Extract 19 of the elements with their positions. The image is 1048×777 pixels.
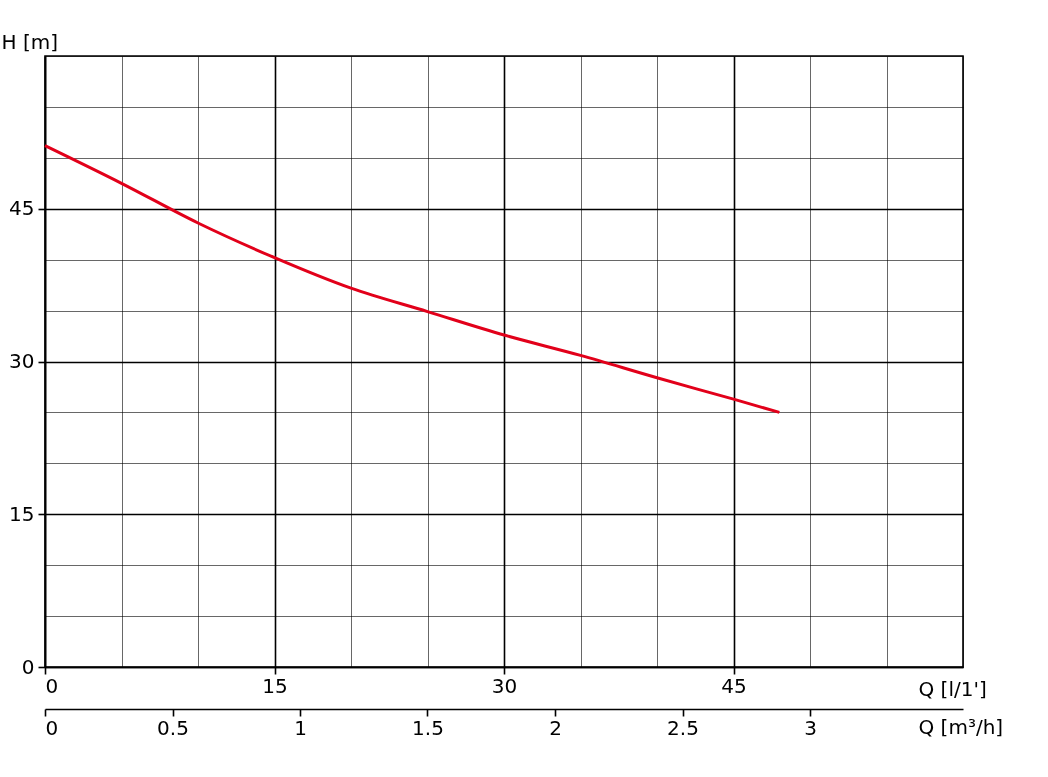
x2-tick-label: 1.5 — [412, 715, 444, 740]
x-tick-label: 15 — [262, 673, 288, 698]
y-tick-label: 30 — [9, 349, 35, 373]
line-series — [43, 144, 781, 414]
y-tick-label: 0 — [21, 654, 35, 679]
y-tick-label: 45 — [9, 196, 35, 221]
x-axis-title: Q [l/1'] — [918, 676, 987, 701]
x2-tick-label: 2.5 — [667, 715, 699, 740]
x2-tick-label: 3 — [804, 715, 817, 740]
x2-axis-title: Q [m³/h] — [918, 714, 1004, 739]
y-axis-title: H [m] — [1, 29, 58, 54]
x2-tick-label: 0 — [45, 715, 59, 740]
x-tick-label: 0 — [45, 673, 59, 698]
x-tick-label: 30 — [491, 673, 518, 698]
y-tick-label: 15 — [9, 501, 35, 526]
x2-tick-label: 1 — [294, 715, 307, 740]
x-tick-label: 45 — [721, 673, 747, 698]
x2-tick-label: 0.5 — [157, 715, 189, 740]
x2-tick-label: 2 — [549, 715, 562, 740]
